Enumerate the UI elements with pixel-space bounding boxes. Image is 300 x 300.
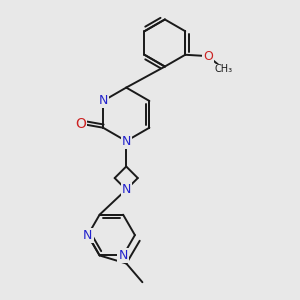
Text: O: O xyxy=(75,117,86,131)
Text: O: O xyxy=(203,50,213,63)
Text: N: N xyxy=(83,229,92,242)
Text: CH₃: CH₃ xyxy=(215,64,233,74)
Text: N: N xyxy=(122,135,131,148)
Text: N: N xyxy=(98,94,108,107)
Text: N: N xyxy=(118,249,128,262)
Text: N: N xyxy=(122,183,131,196)
